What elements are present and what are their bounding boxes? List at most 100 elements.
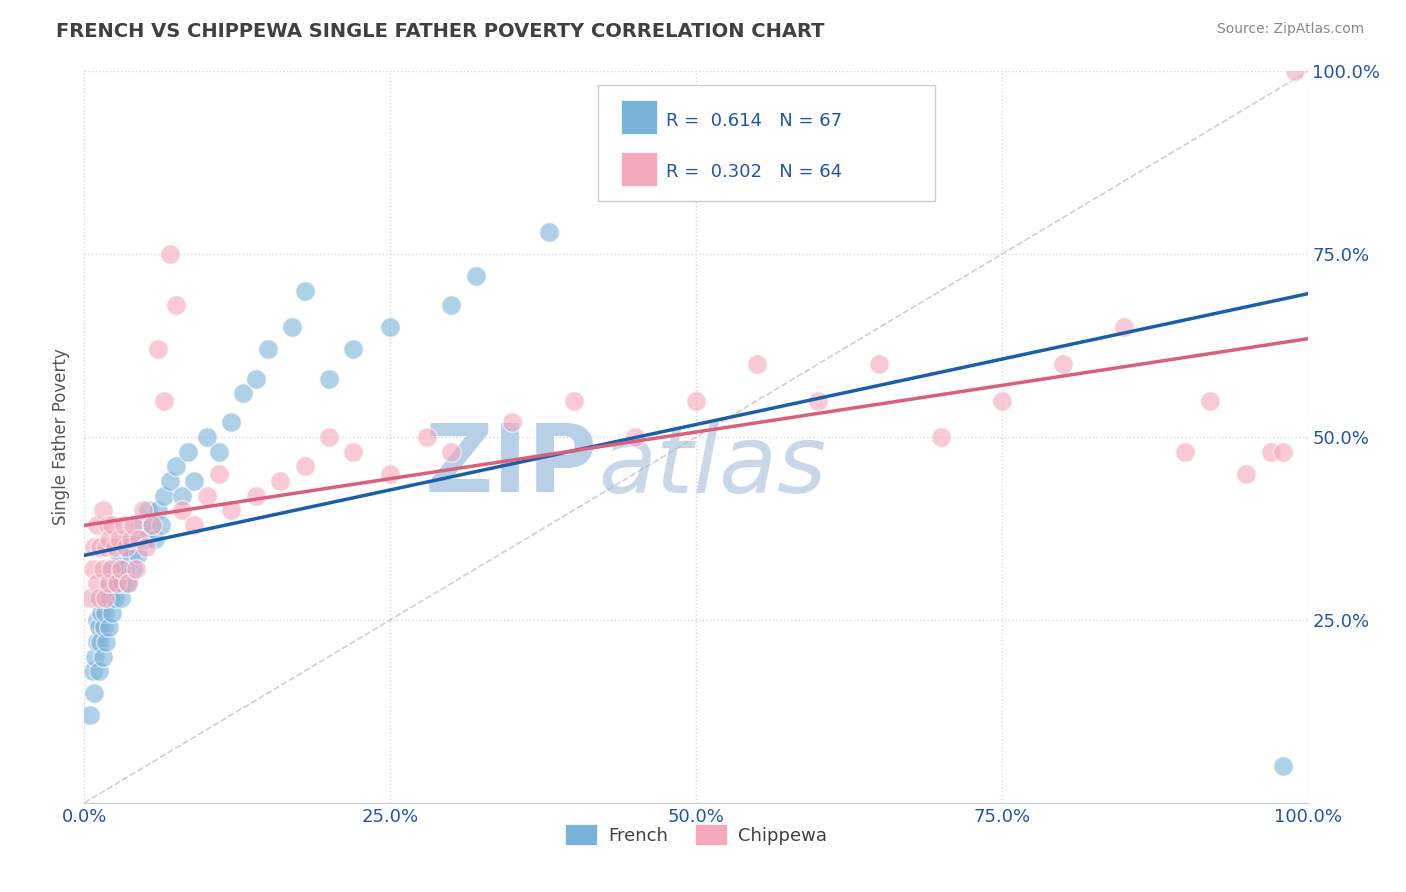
Point — [1114, 320, 1136, 334]
Point — [257, 343, 280, 357]
Point — [208, 467, 231, 481]
Point — [125, 533, 148, 547]
Point — [97, 620, 120, 634]
Point — [110, 562, 132, 576]
Point — [869, 357, 891, 371]
Point — [135, 533, 157, 547]
Point — [146, 343, 169, 357]
Point — [153, 393, 176, 408]
Point — [93, 620, 115, 634]
Point — [281, 320, 304, 334]
Point — [141, 517, 163, 532]
Point — [104, 591, 127, 605]
Point — [165, 459, 187, 474]
Point — [105, 576, 128, 591]
Point — [91, 562, 114, 576]
Point — [562, 393, 585, 408]
Point — [105, 576, 128, 591]
Point — [342, 343, 364, 357]
Point — [120, 547, 142, 561]
Point — [97, 517, 120, 532]
Point — [146, 503, 169, 517]
Point — [83, 540, 105, 554]
Point — [245, 489, 267, 503]
Point — [183, 517, 205, 532]
Point — [103, 576, 125, 591]
Point — [318, 371, 340, 385]
Point — [269, 474, 291, 488]
Point — [440, 444, 463, 458]
Point — [342, 444, 364, 458]
Point — [380, 320, 402, 334]
Point — [122, 562, 145, 576]
Point — [929, 430, 952, 444]
Point — [98, 591, 121, 605]
Point — [96, 635, 118, 649]
Point — [96, 540, 118, 554]
Point — [165, 298, 187, 312]
Text: R =  0.302   N = 64: R = 0.302 N = 64 — [666, 162, 842, 180]
Point — [100, 562, 122, 576]
Point — [87, 664, 110, 678]
Text: FRENCH VS CHIPPEWA SINGLE FATHER POVERTY CORRELATION CHART: FRENCH VS CHIPPEWA SINGLE FATHER POVERTY… — [56, 22, 825, 41]
Point — [97, 576, 120, 591]
Point — [1236, 467, 1258, 481]
Point — [91, 591, 114, 605]
Point — [219, 503, 242, 517]
Point — [105, 562, 128, 576]
Point — [115, 533, 138, 547]
Point — [97, 533, 120, 547]
Point — [132, 503, 155, 517]
Point — [101, 517, 124, 532]
Point — [112, 540, 135, 554]
Point — [177, 444, 200, 458]
Point — [1260, 444, 1282, 458]
Point — [87, 591, 110, 605]
Point — [232, 386, 254, 401]
Point — [128, 533, 150, 547]
Point — [82, 664, 104, 678]
Point — [136, 503, 159, 517]
Point — [115, 540, 138, 554]
Point — [1272, 444, 1295, 458]
Point — [440, 298, 463, 312]
Point — [110, 591, 132, 605]
Point — [82, 562, 104, 576]
Point — [538, 225, 561, 239]
Point — [159, 247, 181, 261]
Point — [991, 393, 1014, 408]
Point — [90, 606, 112, 620]
Point — [245, 371, 267, 385]
Point — [143, 533, 166, 547]
Y-axis label: Single Father Poverty: Single Father Poverty — [52, 349, 70, 525]
Point — [86, 635, 108, 649]
Point — [110, 562, 132, 576]
Point — [624, 430, 647, 444]
Point — [1052, 357, 1074, 371]
Point — [135, 540, 157, 554]
Point — [112, 517, 135, 532]
Point — [141, 517, 163, 532]
Point — [89, 540, 111, 554]
Point — [294, 459, 316, 474]
Point — [89, 635, 111, 649]
Point — [208, 444, 231, 458]
Point — [172, 503, 194, 517]
Point — [96, 591, 118, 605]
Point — [122, 517, 145, 532]
Point — [84, 649, 107, 664]
Point — [747, 357, 769, 371]
Point — [150, 517, 173, 532]
Point — [79, 591, 101, 605]
Point — [104, 540, 127, 554]
Point — [294, 284, 316, 298]
Point — [94, 591, 117, 605]
Point — [86, 517, 108, 532]
Point — [91, 649, 114, 664]
Point — [685, 393, 707, 408]
Point — [114, 562, 136, 576]
Point — [97, 576, 120, 591]
Point — [125, 562, 148, 576]
Point — [195, 430, 218, 444]
Point — [380, 467, 402, 481]
